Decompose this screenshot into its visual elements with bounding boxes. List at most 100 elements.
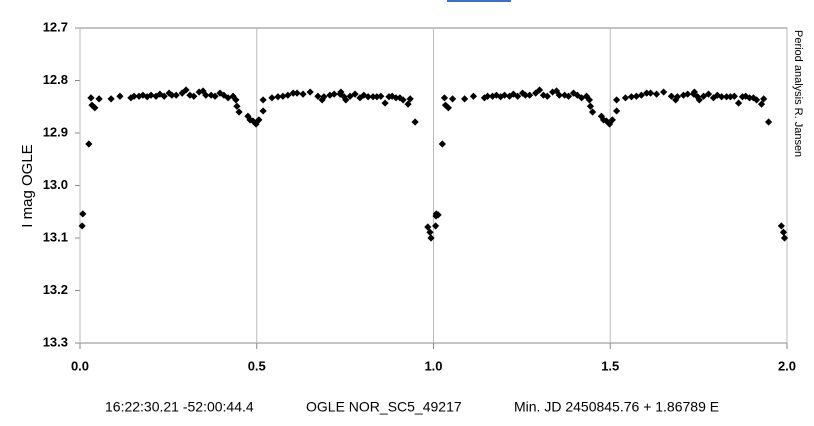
data-point [318, 96, 326, 104]
data-point [777, 222, 785, 230]
data-point [404, 100, 412, 108]
data-point [521, 91, 530, 99]
data-point [79, 210, 87, 218]
data-point [752, 96, 761, 104]
data-point [95, 95, 103, 103]
data-point [293, 89, 301, 97]
data-point [252, 120, 260, 128]
data-point [279, 92, 287, 100]
data-point [233, 102, 241, 110]
data-point [346, 92, 354, 100]
data-point [320, 93, 328, 101]
data-point [356, 94, 364, 102]
data-point [440, 94, 449, 102]
data-point [695, 96, 703, 104]
annotation: Period analysis R. Jansen [792, 30, 804, 157]
data-point [255, 116, 263, 124]
data-point [492, 91, 501, 99]
data-point [351, 90, 359, 98]
data-point [673, 93, 682, 101]
data-point [369, 93, 377, 101]
data-point [130, 92, 138, 100]
data-point [289, 89, 297, 97]
data-point [168, 91, 176, 99]
data-point [306, 88, 314, 96]
y-tick-label: 13.0 [43, 177, 68, 192]
data-point [742, 92, 750, 100]
data-point [274, 93, 282, 101]
data-point [424, 223, 432, 231]
data-point [745, 94, 754, 102]
data-point [438, 140, 446, 148]
data-point [314, 92, 322, 100]
data-point [432, 222, 440, 230]
data-point [259, 96, 267, 104]
data-point [78, 222, 86, 230]
data-point [526, 91, 534, 99]
data-point [364, 93, 372, 101]
data-point [232, 96, 240, 104]
data-point [699, 92, 708, 100]
x-tick-label: 1.0 [424, 358, 442, 373]
data-point [469, 92, 478, 100]
x-tick-label: 0.0 [71, 358, 89, 373]
data-point [757, 100, 766, 108]
data-point [779, 228, 788, 236]
data-point [249, 117, 257, 125]
data-point [432, 210, 440, 218]
data-point [360, 91, 368, 99]
data-point [330, 90, 338, 98]
data-point [246, 116, 254, 124]
data-point [709, 94, 718, 102]
data-point [667, 92, 676, 100]
data-point [444, 104, 452, 112]
data-point [539, 91, 548, 99]
caption: OGLE NOR_SC5_49217 [306, 399, 462, 415]
data-point [734, 99, 743, 107]
data-point [235, 108, 243, 116]
data-point [730, 92, 738, 100]
data-point [718, 93, 726, 101]
data-point [488, 92, 497, 100]
y-axis-label: I mag OGLE [19, 144, 36, 227]
data-point [760, 95, 768, 103]
data-point [91, 104, 99, 112]
data-point [392, 94, 400, 102]
data-point [684, 90, 692, 98]
data-point [652, 90, 661, 98]
data-point [585, 96, 593, 104]
data-point [637, 91, 645, 99]
data-point [646, 89, 655, 97]
data-point [337, 88, 345, 96]
data-point [518, 89, 527, 97]
data-point [749, 94, 758, 102]
caption: 16:22:30.21 -52:00:44.4 [105, 399, 254, 415]
data-point [552, 87, 561, 95]
data-point [780, 234, 789, 242]
y-tick-label: 12.7 [43, 19, 68, 34]
y-tick-label: 13.1 [43, 229, 68, 244]
data-point [597, 112, 606, 120]
data-point [555, 91, 563, 99]
data-point [172, 91, 180, 99]
data-point [427, 234, 435, 242]
data-point [505, 92, 514, 100]
data-point [500, 91, 509, 99]
data-point [160, 92, 168, 100]
data-point [643, 89, 651, 97]
data-point [509, 90, 517, 98]
data-point [135, 92, 143, 100]
data-point [660, 88, 668, 96]
data-point [202, 91, 210, 99]
data-point [704, 90, 713, 98]
data-point [190, 92, 198, 100]
y-tick-label: 13.3 [43, 334, 68, 349]
data-point [738, 93, 747, 101]
data-point [381, 99, 389, 107]
data-point [299, 90, 307, 98]
data-point [87, 94, 95, 102]
data-point [284, 91, 292, 99]
data-point [621, 94, 630, 102]
